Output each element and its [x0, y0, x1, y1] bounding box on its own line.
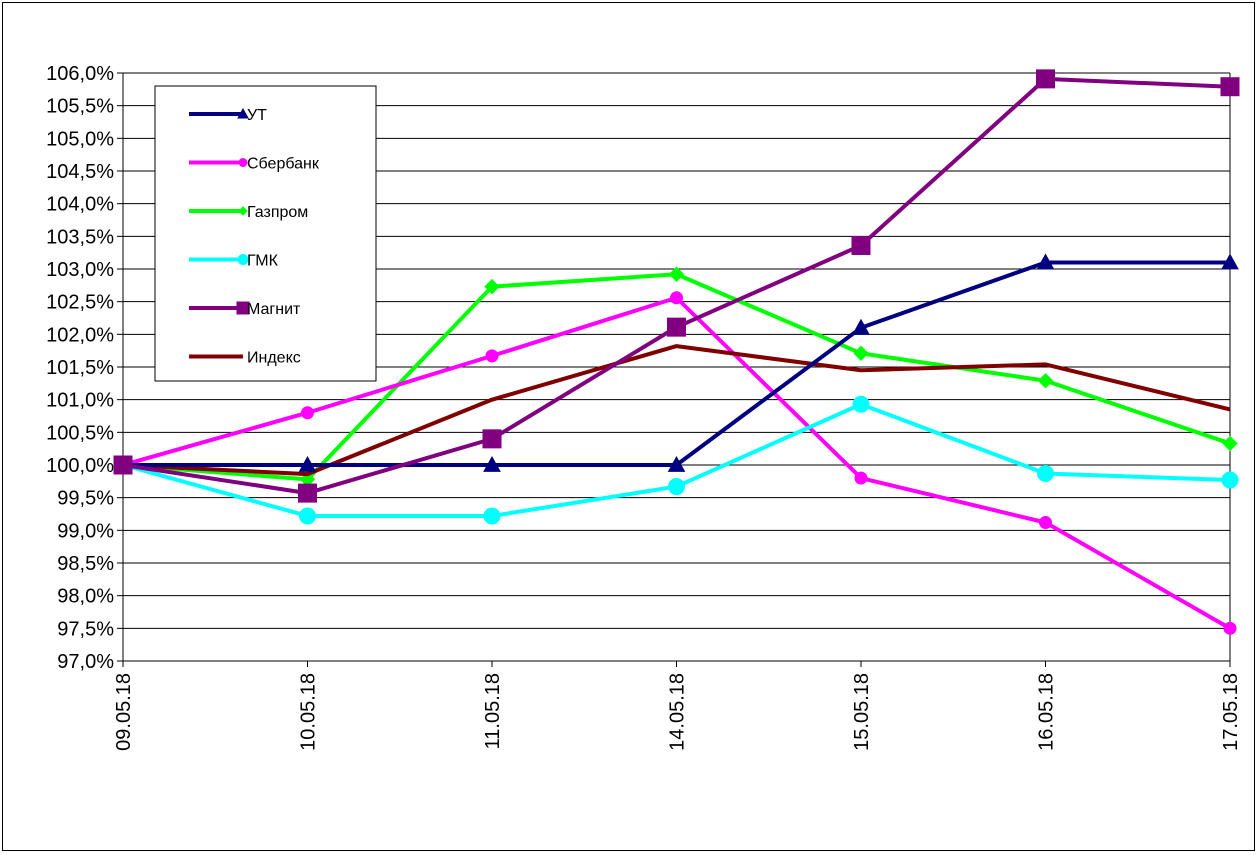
data-point: [853, 345, 869, 361]
data-point: [668, 478, 685, 496]
y-tick-label: 101,0%: [46, 390, 114, 412]
data-point: [1220, 77, 1240, 97]
series-6: [122, 344, 1231, 477]
x-tick-label: 14.05.18: [667, 673, 689, 751]
y-tick-label: 106,0%: [46, 63, 114, 85]
y-tick-label: 102,5%: [46, 292, 114, 314]
data-point: [113, 455, 133, 475]
legend-entry-label: Магнит: [247, 301, 301, 318]
data-point: [852, 318, 870, 335]
data-point: [299, 507, 316, 525]
x-tick-label: 15.05.18: [851, 673, 873, 751]
data-point: [668, 266, 685, 282]
data-point: [482, 429, 502, 449]
data-point: [1036, 253, 1055, 270]
y-tick-label: 103,5%: [46, 226, 114, 248]
x-tick-label: 09.05.18: [113, 673, 135, 751]
data-point: [1221, 471, 1239, 489]
series-line: [122, 344, 1231, 477]
legend-entry-label: УТ: [247, 107, 267, 124]
data-point: [485, 349, 499, 363]
y-tick-label: 102,0%: [46, 324, 114, 346]
data-point: [851, 235, 871, 255]
data-point: [1037, 373, 1054, 389]
data-point: [1036, 69, 1055, 89]
data-point: [298, 483, 317, 503]
y-tick-label: 105,5%: [46, 96, 114, 118]
legend-box: [154, 85, 377, 382]
y-tick-label: 103,0%: [46, 259, 114, 281]
y-tick-label: 100,0%: [46, 455, 114, 477]
y-tick-label: 104,5%: [46, 161, 114, 183]
y-tick-label: 98,0%: [57, 586, 114, 608]
legend-swatch-marker: [237, 107, 249, 119]
data-point: [670, 291, 683, 305]
legend-entry-label: Сбербанк: [247, 156, 320, 173]
data-point: [1223, 621, 1237, 635]
legend-entry-label: Индекс: [247, 350, 301, 367]
y-tick-label: 101,5%: [46, 357, 114, 379]
data-point: [667, 455, 686, 472]
x-tick-label: 10.05.18: [298, 673, 320, 751]
x-tick-label: 16.05.18: [1036, 673, 1058, 751]
data-point: [1037, 464, 1054, 482]
y-tick-label: 97,5%: [57, 618, 114, 640]
series-5: [113, 69, 1240, 503]
y-tick-label: 97,0%: [57, 651, 114, 673]
y-tick-label: 99,5%: [57, 488, 114, 510]
legend-swatch-marker: [238, 158, 248, 167]
legend-swatch-marker: [238, 206, 248, 216]
y-tick-label: 98,5%: [57, 553, 114, 575]
legend: УТ Сбербанк Газпром ГМК Магнит Индекс: [154, 85, 377, 382]
data-point: [298, 455, 317, 472]
legend-swatch-marker: [237, 254, 249, 265]
y-tick-label: 99,0%: [57, 520, 114, 542]
y-tick-label: 100,5%: [46, 422, 114, 444]
data-point: [483, 455, 501, 472]
data-point: [1222, 435, 1238, 452]
legend-swatch-marker: [236, 301, 250, 315]
data-point: [1221, 253, 1239, 270]
y-tick-label: 105,0%: [46, 128, 114, 150]
legend-entry-label: ГМК: [247, 253, 279, 270]
data-point: [1039, 515, 1052, 529]
series-1: [114, 253, 1239, 472]
y-tick-label: 104,0%: [46, 194, 114, 216]
data-point: [301, 406, 314, 420]
data-point: [852, 395, 870, 413]
data-point: [483, 507, 501, 525]
series-3: [115, 266, 1238, 488]
legend-entry-label: Газпром: [247, 204, 308, 221]
x-tick-label: 11.05.18: [482, 673, 504, 749]
data-point: [484, 278, 500, 295]
x-tick-label: 17.05.18: [1220, 673, 1242, 751]
data-point: [667, 317, 686, 337]
data-point: [854, 471, 868, 485]
